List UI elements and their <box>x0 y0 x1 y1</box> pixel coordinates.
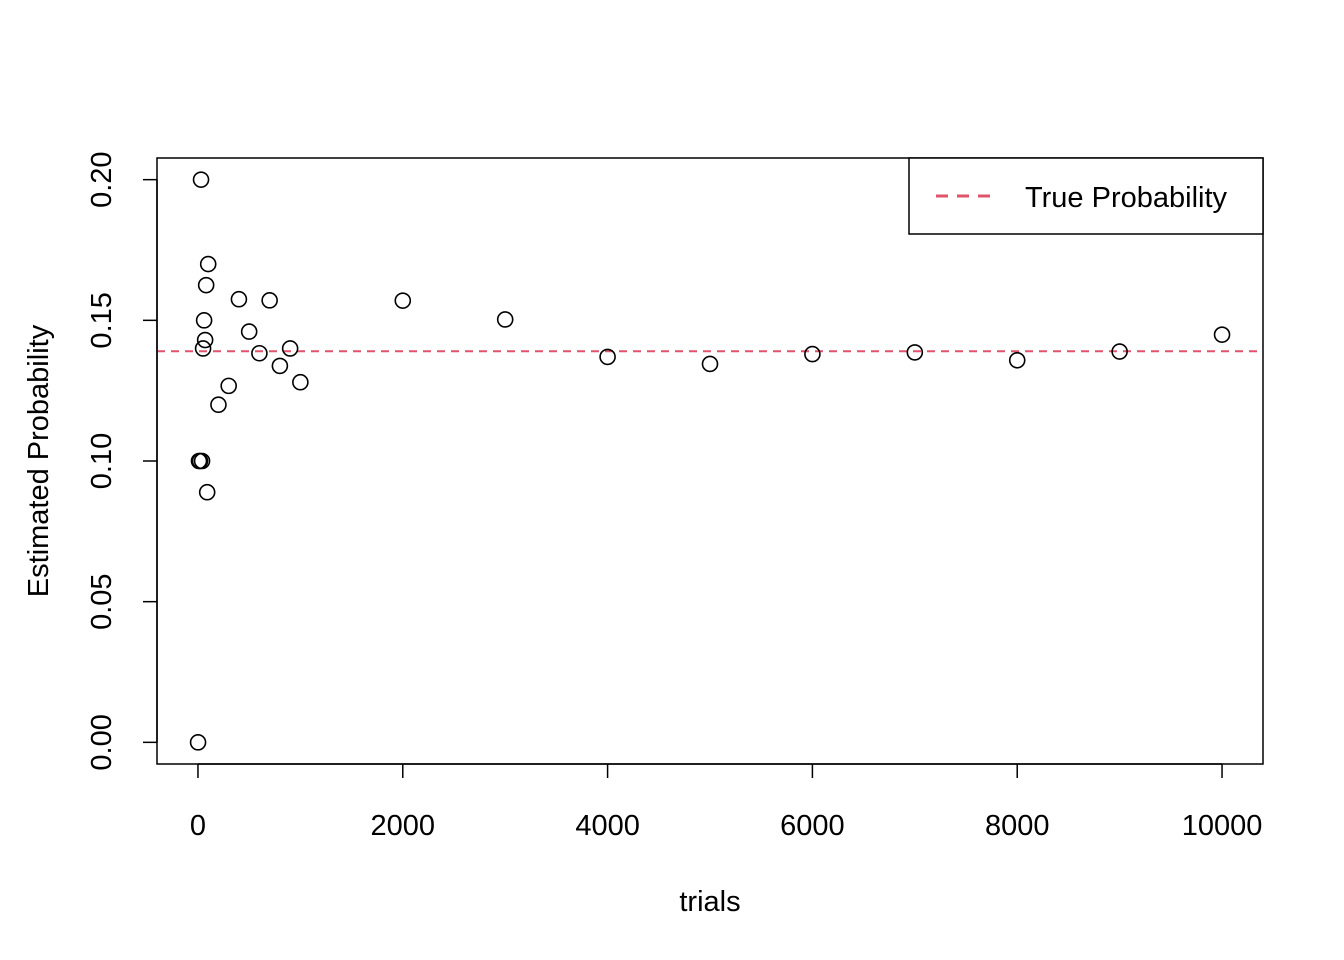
x-tick-label: 10000 <box>1182 810 1263 842</box>
data-point <box>230 290 248 308</box>
data-point <box>804 345 821 363</box>
data-point <box>1008 351 1026 369</box>
data-point <box>496 311 514 328</box>
y-tick-label: 0.20 <box>86 151 118 207</box>
data-point <box>261 292 278 309</box>
data-point <box>394 292 412 309</box>
data-point <box>195 312 213 329</box>
x-axis: 0 2000 4000 6000 8000 10000 <box>190 763 1263 842</box>
x-axis-label: trials <box>679 886 740 918</box>
x-tick-label: 8000 <box>985 810 1050 842</box>
y-tick-label: 0.00 <box>86 714 118 770</box>
data-point <box>1111 343 1128 360</box>
data-point <box>251 344 268 362</box>
y-axis: 0.00 0.05 0.10 0.15 0.20 <box>86 151 158 771</box>
x-tick-label: 0 <box>190 810 206 842</box>
data-point <box>189 734 207 751</box>
x-tick-label: 4000 <box>575 810 640 842</box>
y-tick-label: 0.15 <box>86 292 118 348</box>
data-point <box>220 377 237 395</box>
data-point <box>701 355 719 373</box>
x-tick-label: 2000 <box>371 810 436 842</box>
data-point <box>197 276 215 294</box>
legend: True Probability <box>908 157 1264 235</box>
y-tick-label: 0.05 <box>86 573 118 629</box>
data-point <box>281 340 299 357</box>
data-point <box>193 452 211 470</box>
data-point <box>210 396 227 414</box>
x-tick-label: 6000 <box>780 810 845 842</box>
data-point <box>198 483 216 501</box>
data-point <box>906 344 924 361</box>
plot-frame <box>156 157 1264 765</box>
data-point <box>292 373 309 391</box>
data-point <box>1213 326 1231 343</box>
legend-entry-label: True Probability <box>1025 182 1228 214</box>
data-point <box>271 357 289 375</box>
data-points-layer <box>189 171 1231 751</box>
y-tick-label: 0.10 <box>86 433 118 489</box>
data-point <box>240 323 258 340</box>
y-axis-label: Estimated Probability <box>23 324 55 597</box>
data-point <box>199 255 217 273</box>
data-point <box>196 331 214 349</box>
data-point <box>192 171 210 188</box>
data-point <box>194 340 212 357</box>
data-point <box>599 348 616 366</box>
